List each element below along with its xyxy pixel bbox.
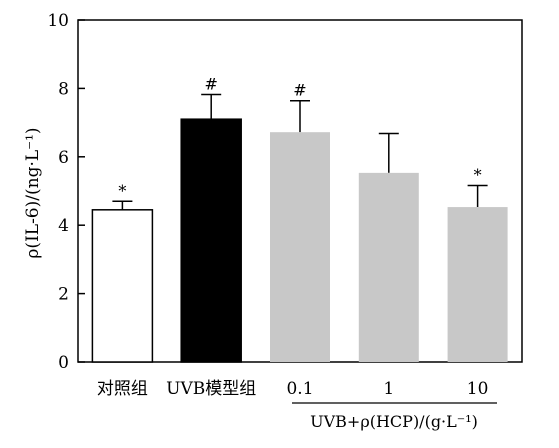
labels: * 对照组 # UVB模型组 #0.1 1 * 10 — [97, 75, 489, 399]
x-tick-label: 0.1 — [286, 379, 313, 399]
bar — [180, 118, 242, 363]
x-tick-label: 1 — [383, 379, 394, 399]
y-tick-label: 4 — [58, 216, 69, 236]
y-tick-label: 2 — [58, 285, 69, 305]
significance-marker: * — [474, 166, 482, 185]
bars — [91, 93, 508, 363]
group-label: UVB+ρ(HCP)/(g·L⁻¹) — [310, 412, 478, 431]
x-tick-label: 对照组 — [97, 379, 148, 399]
significance-marker: # — [204, 75, 217, 94]
bar — [358, 172, 419, 362]
significance-marker: * — [118, 181, 126, 200]
significance-marker: # — [293, 81, 306, 100]
y-tick-label: 8 — [58, 79, 69, 99]
x-tick-label: UVB模型组 — [166, 379, 256, 399]
y-tick-label: 0 — [58, 353, 69, 373]
y-tick-label: 6 — [58, 148, 69, 168]
bar — [91, 209, 154, 363]
y-tick-label: 10 — [47, 11, 69, 31]
y-axis-label: ρ(IL-6)/(ng·L⁻¹) — [23, 127, 43, 258]
x-tick-label: 10 — [467, 379, 489, 399]
bar — [270, 132, 330, 362]
bar — [447, 207, 508, 362]
